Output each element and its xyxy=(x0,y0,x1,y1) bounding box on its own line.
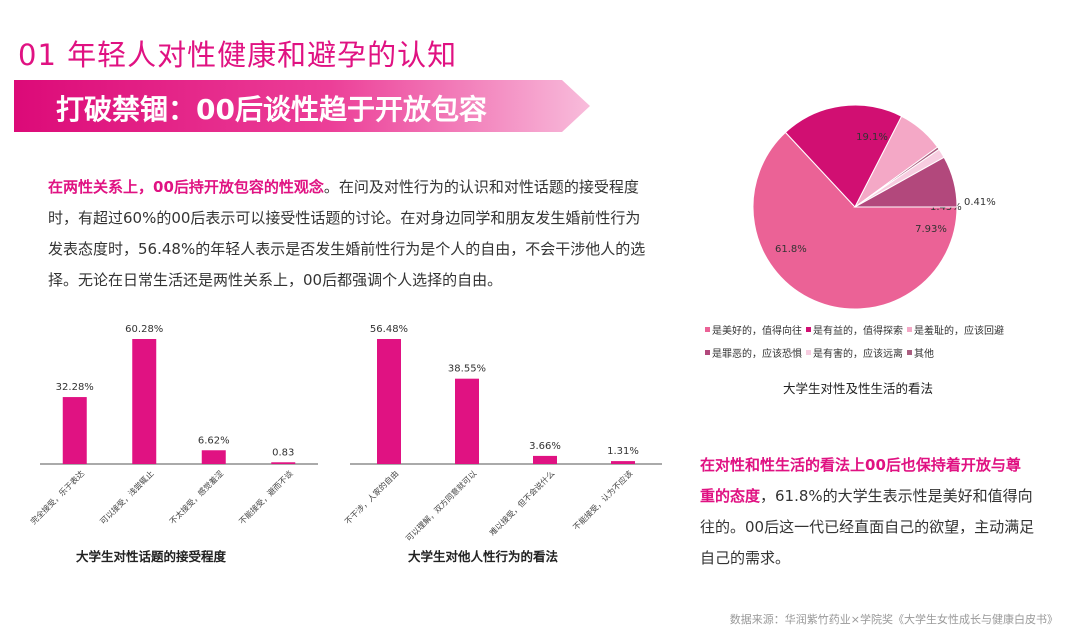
legend-swatch xyxy=(806,326,811,332)
bar-chart-others-behavior: 56.48% 不干涉，人家的自由 38.55% 可以理解，双方同意就可以 3.66% 难以… xyxy=(342,324,662,543)
bar-value-label: 38.55% xyxy=(448,364,486,375)
pie-slice-label: 7.93% xyxy=(915,224,947,235)
legend-item: 是有益的，值得探索 xyxy=(806,322,903,337)
bar-value-label: 60.28% xyxy=(125,324,163,335)
bar xyxy=(377,339,401,464)
pie-legend-row: 是罪恶的，应该恐惧 是有害的，应该远离 其他 xyxy=(705,345,1025,360)
legend-item: 是美好的，值得向往 xyxy=(705,322,802,337)
legend-swatch xyxy=(907,326,912,332)
pie-slice-label: 61.8% xyxy=(775,244,807,255)
headline-banner-text: 打破禁锢：00后谈性趋于开放包容 xyxy=(56,93,487,126)
bar xyxy=(611,461,635,464)
legend-label: 是羞耻的，应该回避 xyxy=(914,325,1004,337)
intro-text: 。在问及对性行为的认识和对性话题的接受程度时，有超过60%的00后表示可以接受性… xyxy=(48,178,646,289)
headline-banner: 打破禁锢：00后谈性趋于开放包容 xyxy=(14,80,590,132)
category-label: 不能接受，避而不谈 xyxy=(237,468,295,526)
bar xyxy=(201,450,226,464)
legend-item: 是有害的，应该远离 xyxy=(806,345,903,360)
bar xyxy=(132,339,157,464)
bar xyxy=(62,397,87,464)
legend-label: 是有益的，值得探索 xyxy=(813,325,903,337)
pie-legend-row: 是美好的，值得向往 是有益的，值得探索 是羞耻的，应该回避 xyxy=(705,322,1025,337)
pie-slice xyxy=(784,104,903,208)
bar-value-label: 3.66% xyxy=(529,441,561,452)
category-label: 不干涉，人家的自由 xyxy=(342,468,400,526)
bar-chart-others-behavior-title: 大学生对他人性行为的看法 xyxy=(408,549,559,564)
intro-highlight: 在两性关系上，00后持开放包容的性观念 xyxy=(48,178,324,196)
category-label: 不太接受，感觉羞涩 xyxy=(167,468,225,526)
legend-label: 其他 xyxy=(914,348,934,360)
side-paragraph: 在对性和性生活的看法上00后也保持着开放与尊重的态度，61.8%的大学生表示性是… xyxy=(700,450,1035,574)
page-title: 01 年轻人对性健康和避孕的认知 xyxy=(18,38,458,72)
bar-chart-topic-acceptance: 32.28% 完全接受，乐于表达 60.28% 可以接受，浅尝辄止 6.62% 不太接受，… xyxy=(28,324,318,526)
legend-swatch xyxy=(705,349,710,355)
legend-swatch xyxy=(806,349,811,355)
legend-swatch xyxy=(705,326,710,332)
bar-value-label: 6.62% xyxy=(198,435,230,446)
side-text: ，61.8%的大学生表示性是美好和值得向往的。00后这一代已经直面自己的欲望，主… xyxy=(700,487,1035,567)
bar-value-label: 0.83 xyxy=(272,447,294,458)
bar-value-label: 1.31% xyxy=(607,446,639,457)
pie-chart-sex-attitude: 61.8%19.1%7.31%0.41%1.45%7.93% xyxy=(752,104,996,310)
legend-label: 是有害的，应该远离 xyxy=(813,348,903,360)
legend-label: 是美好的，值得向往 xyxy=(712,325,802,337)
category-label: 不能接受，认为不应该 xyxy=(571,468,635,532)
legend-label: 是罪恶的，应该恐惧 xyxy=(712,348,802,360)
pie-slice-label: 19.1% xyxy=(856,132,888,143)
pie-chart-title: 大学生对性及性生活的看法 xyxy=(783,381,934,396)
pie-legend: 是美好的，值得向往 是有益的，值得探索 是羞耻的，应该回避 是罪恶的，应该恐惧 … xyxy=(705,322,1025,368)
bar-chart-topic-acceptance-title: 大学生对性话题的接受程度 xyxy=(76,549,227,564)
bar xyxy=(271,462,296,464)
bar xyxy=(455,378,479,464)
category-label: 可以接受，浅尝辄止 xyxy=(98,468,156,526)
data-source: 数据来源：华润紫竹药业×学院奖《大学生女性成长与健康白皮书》 xyxy=(729,613,1058,626)
legend-item: 是羞耻的，应该回避 xyxy=(907,322,1004,337)
legend-item: 其他 xyxy=(907,345,934,360)
bar-value-label: 56.48% xyxy=(370,324,408,335)
pie-slice xyxy=(853,156,958,208)
category-label: 难以接受，但不会说什么 xyxy=(487,468,556,537)
pie-slice xyxy=(752,131,958,310)
bar-value-label: 32.28% xyxy=(56,382,94,393)
legend-swatch xyxy=(907,349,912,355)
bar xyxy=(533,455,557,464)
category-label: 可以理解，双方同意就可以 xyxy=(403,468,478,543)
category-label: 完全接受，乐于表达 xyxy=(28,468,86,526)
intro-paragraph: 在两性关系上，00后持开放包容的性观念。在问及对性行为的认识和对性话题的接受程度… xyxy=(48,172,648,296)
side-highlight: 在对性和性生活的看法上00后也保持着开放与尊重的态度 xyxy=(700,456,1021,505)
legend-item: 是罪恶的，应该恐惧 xyxy=(705,345,802,360)
pie-slice-label: 0.41% xyxy=(964,197,996,208)
